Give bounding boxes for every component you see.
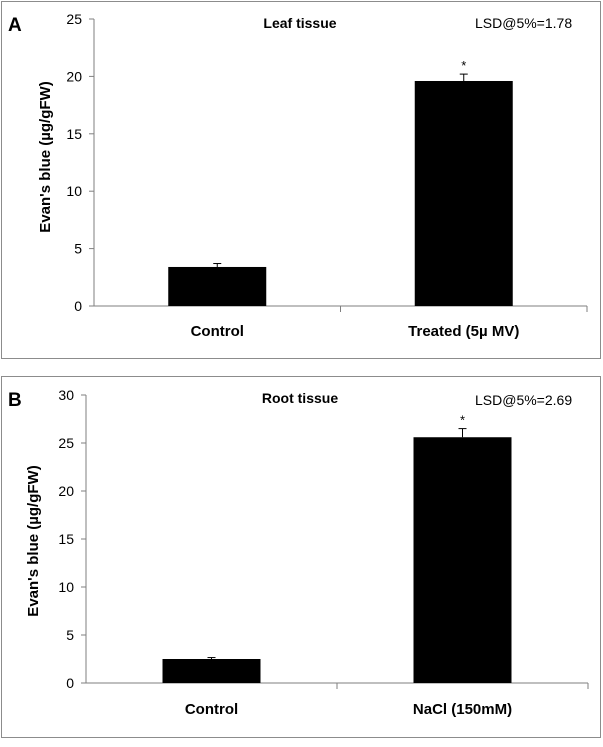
x-tick-label: Treated (5µ MV) <box>408 323 519 340</box>
chart-title: Root tissue <box>262 390 338 406</box>
y-tick-label: 5 <box>74 241 82 257</box>
leaf-tissue-chart: A Leaf tissue LSD@5%=1.78 Evan's blue (µ… <box>1 1 601 359</box>
panel-letter: A <box>8 15 22 36</box>
x-tick-label: NaCl (150mM) <box>413 701 512 718</box>
y-tick-label: 10 <box>58 579 74 595</box>
y-tick-label: 0 <box>74 298 82 314</box>
y-tick-label: 20 <box>58 483 74 499</box>
chart-title: Leaf tissue <box>263 15 336 31</box>
plot-area: 0 5 10 15 20 25 30 Control * NaCl (150mM) <box>58 387 589 718</box>
panel-a: A Leaf tissue LSD@5%=1.78 Evan's blue (µ… <box>0 0 603 361</box>
y-tick-label: 25 <box>66 11 82 27</box>
y-tick-label: 15 <box>58 531 74 547</box>
lsd-annotation: LSD@5%=1.78 <box>475 15 572 31</box>
y-axis-label: Evan's blue (µg/gFW) <box>37 81 54 232</box>
bar <box>162 659 261 683</box>
plot-area: 0 5 10 15 20 25 Control * Treated (5µ MV) <box>66 11 588 340</box>
bar <box>168 266 267 306</box>
y-tick-label: 5 <box>66 627 74 643</box>
bar <box>414 80 513 306</box>
y-tick-label: 20 <box>66 68 82 84</box>
y-tick-label: 25 <box>58 435 74 451</box>
y-axis-label: Evan's blue (µg/gFW) <box>25 465 42 616</box>
y-tick-label: 30 <box>58 387 74 403</box>
bar <box>413 437 512 683</box>
y-tick-label: 15 <box>66 126 82 142</box>
lsd-annotation: LSD@5%=2.69 <box>475 392 572 408</box>
root-tissue-chart: B Root tissue LSD@5%=2.69 Evan's blue (µ… <box>1 376 601 738</box>
y-tick-label: 10 <box>66 183 82 199</box>
panel-b: B Root tissue LSD@5%=2.69 Evan's blue (µ… <box>0 375 603 740</box>
x-tick-label: Control <box>185 701 238 718</box>
x-tick-label: Control <box>191 323 244 340</box>
significance-marker: * <box>460 413 465 428</box>
panel-letter: B <box>8 390 22 411</box>
y-tick-label: 0 <box>66 675 74 691</box>
significance-marker: * <box>461 58 466 73</box>
